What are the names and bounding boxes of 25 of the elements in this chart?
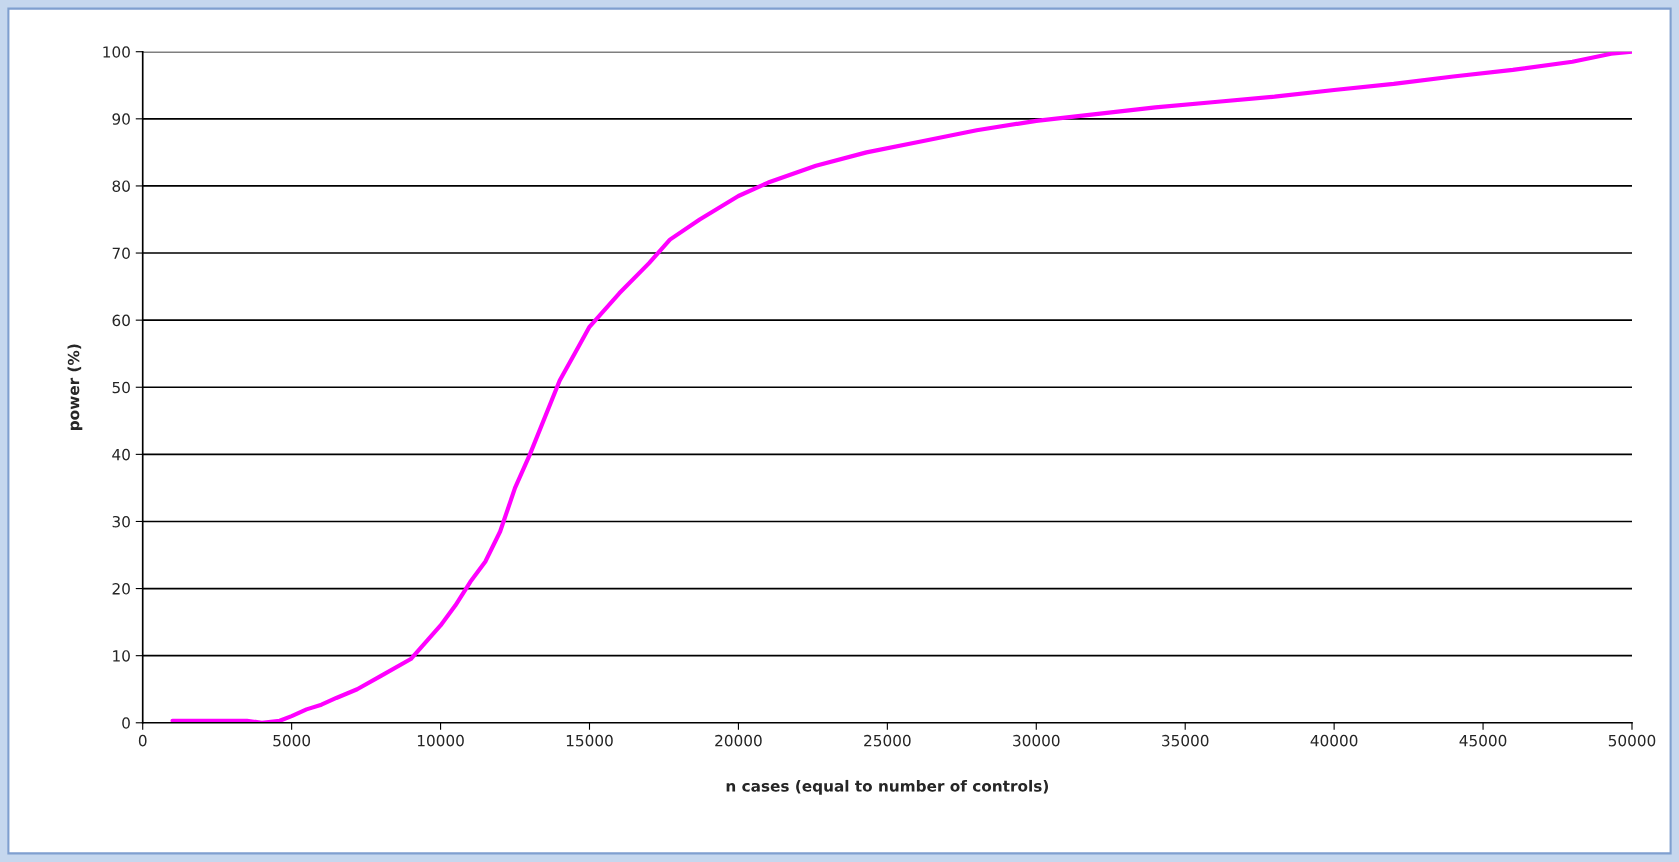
y-tick-label: 60: [112, 314, 130, 327]
y-tick-label: 30: [112, 515, 130, 528]
x-tick-label: 45000: [1459, 734, 1507, 747]
x-tick-label: 40000: [1310, 734, 1358, 747]
y-tick-label: 20: [112, 583, 130, 595]
x-tick-label: 20000: [715, 734, 762, 747]
x-tick-label: 10000: [417, 734, 464, 747]
y-tick-label: 40: [112, 448, 130, 461]
y-tick-label: 10: [113, 650, 130, 662]
y-tick-label: 80: [112, 180, 130, 192]
line-series: [170, 51, 1632, 723]
y-tick-label: 50: [112, 381, 130, 394]
y-tick-label: 0: [122, 717, 130, 729]
x-tick-label: 30000: [1013, 734, 1060, 747]
y-tick-label: 90: [112, 113, 130, 125]
x-tick-label: 5000: [273, 734, 311, 747]
x-tick-label: 25000: [864, 734, 911, 747]
x-tick-label: 50000: [1608, 734, 1656, 747]
y-tick-label: 70: [112, 247, 130, 260]
x-tick-label: 15000: [566, 734, 613, 747]
x-axis-title: n cases (equal to number of controls): [726, 779, 1049, 795]
x-tick-label: 35000: [1162, 734, 1209, 747]
y-tick-label: 100: [103, 46, 130, 58]
x-tick-label: 0: [138, 734, 147, 747]
y-axis-title: power (%): [67, 344, 83, 430]
